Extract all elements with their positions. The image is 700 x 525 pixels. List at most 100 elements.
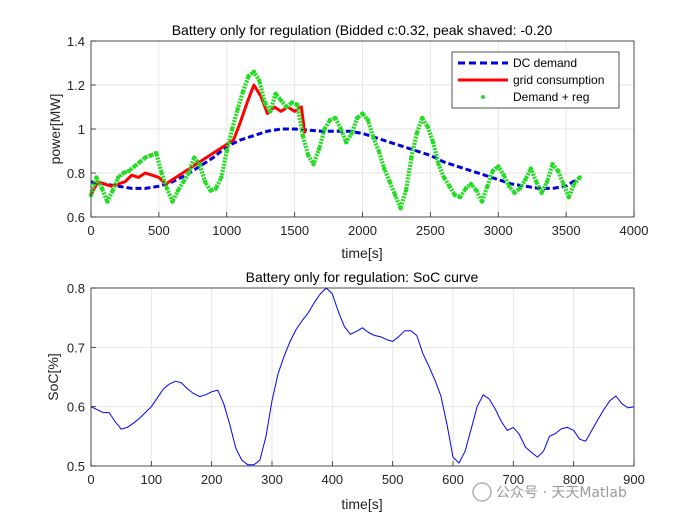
series-demand-reg-point [403, 188, 409, 193]
soc-xtick-label: 700 [502, 472, 524, 487]
power-ytick-label: 0.6 [67, 210, 85, 225]
power-x-axis-label: time[s] [341, 245, 382, 261]
series-demand-reg-point [284, 104, 289, 110]
series-demand-reg-point [572, 181, 577, 187]
series-demand-reg-point [376, 148, 381, 154]
series-demand-reg-point [490, 168, 495, 173]
series-demand-reg-point [506, 184, 512, 189]
series-demand-reg-point [561, 181, 566, 187]
soc-ytick-label: 0.8 [67, 281, 85, 296]
series-demand-reg-point [300, 133, 305, 138]
axes-power: 0 500 1000 1500 2000 2500 3000 3500 4000 0.6 0.8 1 1… [47, 22, 648, 261]
series-demand-reg-point [523, 177, 528, 182]
series-demand-reg-point [311, 162, 316, 167]
series-demand-reg-point [202, 179, 208, 184]
series-demand-reg-point [154, 151, 159, 156]
series-demand-reg-point [246, 74, 251, 79]
series-demand-reg-point [555, 168, 561, 173]
series-demand-reg-point [392, 192, 398, 198]
series-demand-reg-point [452, 192, 457, 198]
legend-label-dc-demand: DC demand [513, 56, 577, 70]
series-demand-reg-point [333, 115, 338, 121]
legend-swatch-demand-reg [481, 95, 485, 99]
series-demand-reg-point [137, 159, 143, 165]
axes-soc: 0 100 200 300 400 500 600 700 800 900 0.5 0.6 0.7 0.8… [45, 269, 645, 512]
series-demand-reg-point [110, 188, 115, 193]
soc-chart-title: Battery only for regulation: SoC curve [246, 269, 479, 285]
series-demand-reg-point [197, 162, 202, 167]
power-xtick-label: 2000 [348, 223, 377, 238]
soc-xtick-label: 100 [140, 472, 162, 487]
power-y-axis-label: power[MW] [47, 94, 63, 165]
series-demand-reg-point [181, 179, 186, 184]
series-demand-reg-point [170, 199, 175, 204]
series-demand-reg-point [528, 166, 533, 171]
series-demand-reg-point [539, 190, 544, 195]
series-demand-reg-point [414, 131, 419, 136]
power-ytick-label: 1.4 [67, 34, 85, 49]
series-demand-reg-point [121, 170, 126, 176]
axes-power-ticks: 0 500 1000 1500 2000 2500 3000 3500 4000 0.6 0.8 1 1… [67, 34, 649, 238]
soc-x-axis-label: time[s] [341, 496, 382, 512]
axes-soc-ticks: 0 100 200 300 400 500 600 700 800 900 0.5 0.6 0.7 0.8 [67, 281, 645, 487]
watermark: 公众号 · 天天Matlab [472, 482, 627, 502]
series-demand-reg-point [485, 184, 490, 189]
soc-ytick-label: 0.7 [67, 340, 85, 355]
power-xtick-label: 2500 [416, 223, 445, 238]
series-demand-reg-point [458, 195, 463, 200]
power-xtick-label: 1000 [212, 223, 241, 238]
series-demand-reg-point [262, 100, 267, 105]
soc-xtick-label: 600 [442, 472, 464, 487]
wechat-icon [472, 482, 492, 502]
series-demand-reg-point [534, 179, 539, 184]
series-demand-reg-point [425, 124, 430, 129]
series-demand-reg-point [436, 162, 441, 167]
soc-xtick-label: 0 [87, 472, 94, 487]
series-demand-reg-point [105, 199, 110, 204]
series-demand-reg-point [148, 153, 153, 158]
series-demand-reg-point [289, 100, 295, 105]
series-demand-reg-point [344, 140, 349, 145]
series-demand-reg-point [208, 188, 213, 193]
series-demand-reg-point [550, 162, 555, 167]
power-legend: DC demand grid consumption Demand + reg [451, 51, 620, 109]
series-demand-reg-point [382, 166, 387, 171]
series-demand-reg-point [306, 153, 311, 158]
series-demand-reg-point [441, 175, 447, 180]
series-demand-reg-point [365, 118, 371, 123]
power-xtick-label: 4000 [620, 223, 649, 238]
series-demand-reg-point [327, 118, 333, 123]
series-demand-reg-point [186, 170, 191, 176]
series-demand-reg-point [159, 170, 164, 176]
axes-soc-box [90, 287, 635, 467]
series-demand-reg-point [268, 109, 273, 114]
series-demand-reg-point [219, 175, 224, 180]
series-demand-reg-point [240, 89, 246, 94]
series-demand-reg-point [354, 115, 360, 121]
series-demand-reg-point [479, 199, 485, 204]
series-demand-reg-point [257, 78, 262, 83]
series-demand-reg-point [468, 181, 474, 187]
power-ytick-label: 0.8 [67, 166, 85, 181]
soc-y-axis-label: SoC[%] [45, 353, 61, 400]
series-demand-reg-point [501, 173, 506, 178]
series-demand-reg-point [566, 195, 571, 200]
power-xtick-label: 1500 [280, 223, 309, 238]
power-xtick-label: 3500 [552, 223, 581, 238]
soc-xtick-label: 500 [382, 472, 404, 487]
series-demand-reg-point [349, 131, 354, 136]
series-dc-demand-line [90, 127, 581, 190]
series-demand-reg-point [420, 115, 425, 121]
series-demand-reg-point [430, 140, 436, 145]
series-demand-reg-point [224, 148, 229, 154]
series-demand-reg-point [143, 155, 148, 160]
series-demand-reg-point [322, 126, 327, 132]
series-demand-reg-point [295, 102, 300, 108]
legend-label-demand-reg: Demand + reg [513, 90, 589, 104]
series-demand-reg-point [164, 186, 170, 191]
power-ytick-label: 1 [78, 122, 85, 137]
series-demand-reg-point [463, 186, 468, 191]
series-demand-reg-point [512, 190, 517, 195]
series-demand-reg-point [116, 175, 121, 180]
